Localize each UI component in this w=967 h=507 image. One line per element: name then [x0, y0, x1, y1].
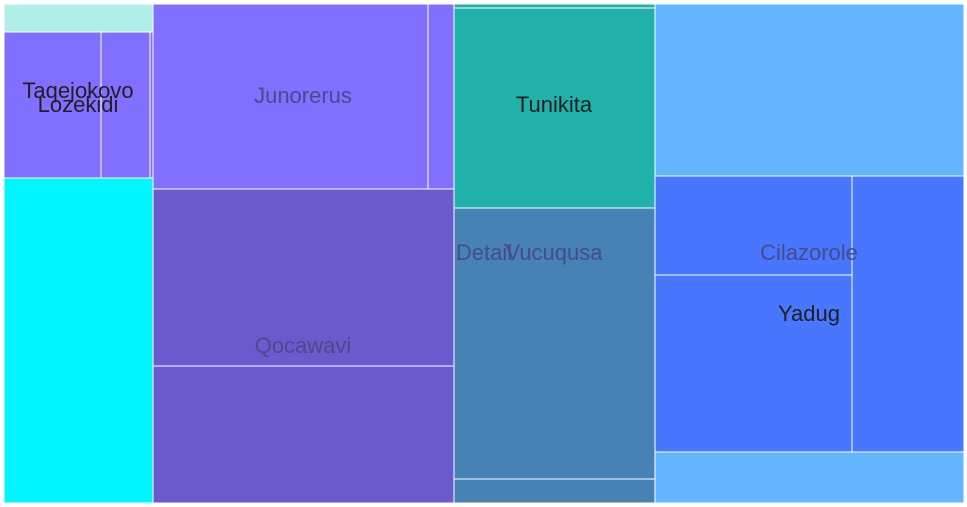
- label-cilazorole: Cilazorole: [760, 240, 858, 265]
- label-qocawavi: Qocawavi: [255, 333, 352, 358]
- label-yadug: Yadug: [778, 301, 840, 326]
- tile-yadug[interactable]: [654, 274, 853, 453]
- label-lozekidi: Lozekidi: [38, 92, 119, 117]
- tile-lozekidi[interactable]: [100, 31, 151, 179]
- tile-junorerus[interactable]: [152, 3, 455, 190]
- label-vucuqusa: Vucuqusa: [505, 240, 603, 265]
- tile-vucuqusa[interactable]: [453, 207, 656, 480]
- label-taqejokovo: Taqejokovo: [22, 78, 133, 103]
- label-junorerus: Junorerus: [254, 83, 352, 108]
- tile-cilazorole-child[interactable]: [851, 175, 965, 453]
- tile-sky-bottom[interactable]: [654, 451, 965, 504]
- tile-pale-top[interactable]: [3, 3, 154, 33]
- label-tunikita: Tunikita: [516, 92, 593, 117]
- label-detail: Detail: [456, 240, 512, 265]
- tile-qocawavi-child[interactable]: [152, 365, 455, 504]
- tile-teal-strip[interactable]: [453, 3, 656, 9]
- tile-junorerus-child[interactable]: [427, 3, 455, 190]
- treemap-tiles: [3, 3, 965, 504]
